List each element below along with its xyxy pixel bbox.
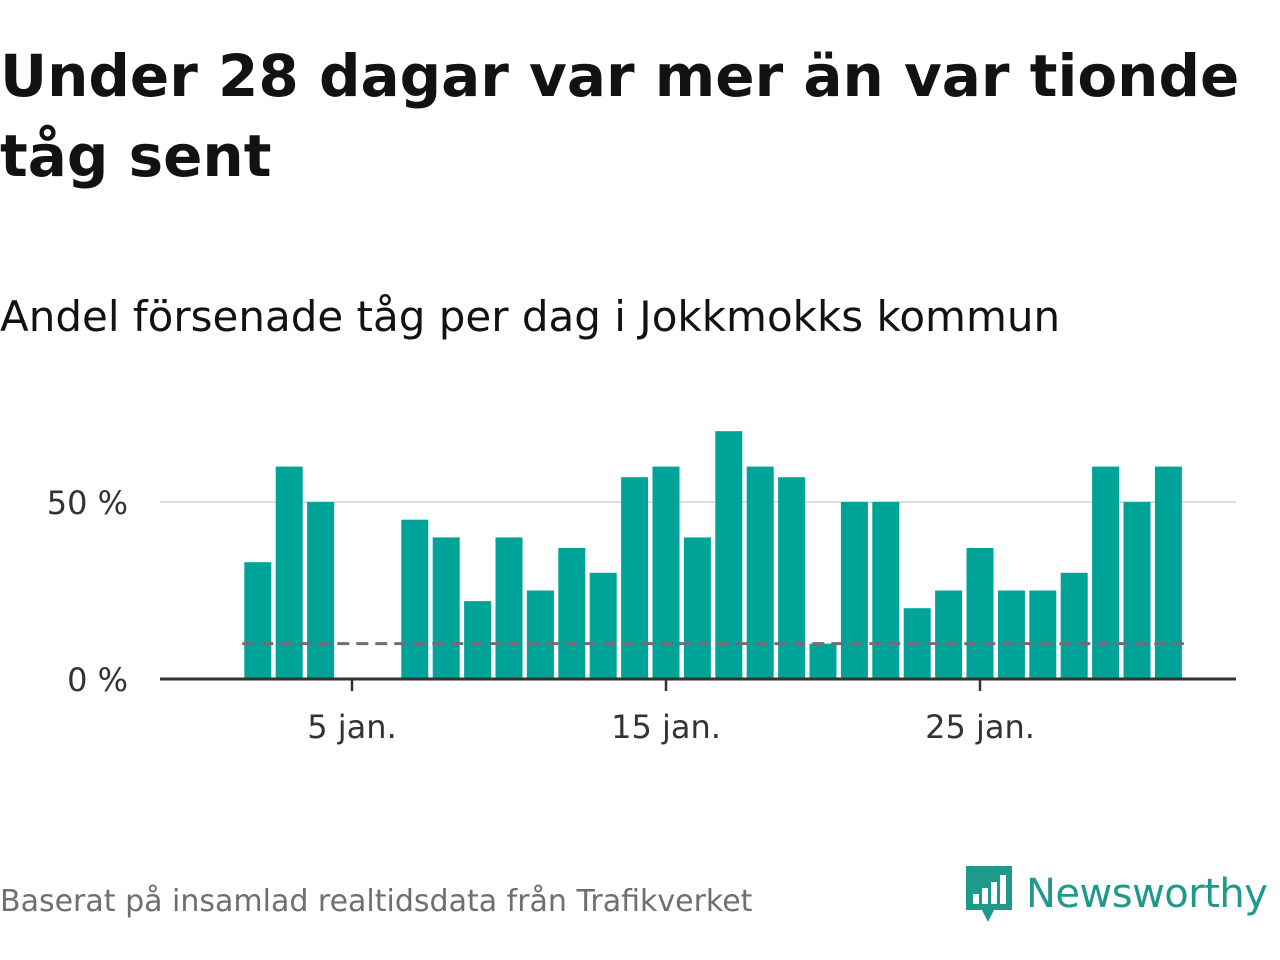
bars	[244, 431, 1182, 679]
tick-labels: 0 % 50 % 5 jan. 15 jan. 25 jan.	[47, 484, 1035, 746]
bar-day-17	[715, 431, 743, 679]
bar-day-24	[935, 590, 963, 679]
bar-day-22	[872, 502, 900, 679]
newsworthy-logo-icon	[966, 866, 1012, 922]
bar-day-7	[401, 519, 429, 679]
bar-day-9	[464, 601, 492, 679]
bar-day-4	[307, 502, 335, 679]
source-note: Baserat på insamlad realtidsdata från Tr…	[0, 884, 753, 919]
bar-day-11	[526, 590, 554, 679]
bar-day-8	[432, 537, 460, 679]
x-tick-label: 25 jan.	[925, 708, 1035, 746]
bar-day-20	[809, 643, 837, 679]
x-tick-label: 5 jan.	[307, 708, 396, 746]
bar-day-27	[1029, 590, 1057, 679]
bar-day-28	[1060, 572, 1088, 679]
bar-day-30	[1123, 502, 1151, 679]
bar-day-12	[558, 548, 586, 679]
bar-day-10	[495, 537, 523, 679]
y-tick-label: 50 %	[47, 484, 128, 522]
bar-day-25	[966, 548, 994, 679]
bar-day-21	[840, 502, 868, 679]
bar-day-16	[683, 537, 711, 679]
bar-day-15	[652, 466, 680, 679]
brand-name: Newsworthy	[1026, 871, 1268, 917]
axes	[160, 677, 1236, 691]
brand-logo: Newsworthy	[964, 864, 1268, 924]
bar-day-3	[275, 466, 303, 679]
bar-day-14	[621, 477, 649, 679]
x-tick-label: 15 jan.	[611, 708, 721, 746]
bar-chart: 0 % 50 % 5 jan. 15 jan. 25 jan.	[47, 431, 1236, 746]
bar-day-19	[778, 477, 806, 679]
bar-day-18	[746, 466, 774, 679]
bar-day-2	[244, 562, 272, 679]
bar-day-31	[1154, 466, 1182, 679]
chart-title: Under 28 dagar var mer än var tionde tåg…	[0, 42, 1240, 190]
bar-day-29	[1092, 466, 1120, 679]
chart-subtitle: Andel försenade tåg per dag i Jokkmokks …	[0, 292, 1061, 341]
y-tick-label: 0 %	[67, 661, 128, 699]
bar-day-26	[997, 590, 1025, 679]
bar-day-13	[589, 572, 617, 679]
